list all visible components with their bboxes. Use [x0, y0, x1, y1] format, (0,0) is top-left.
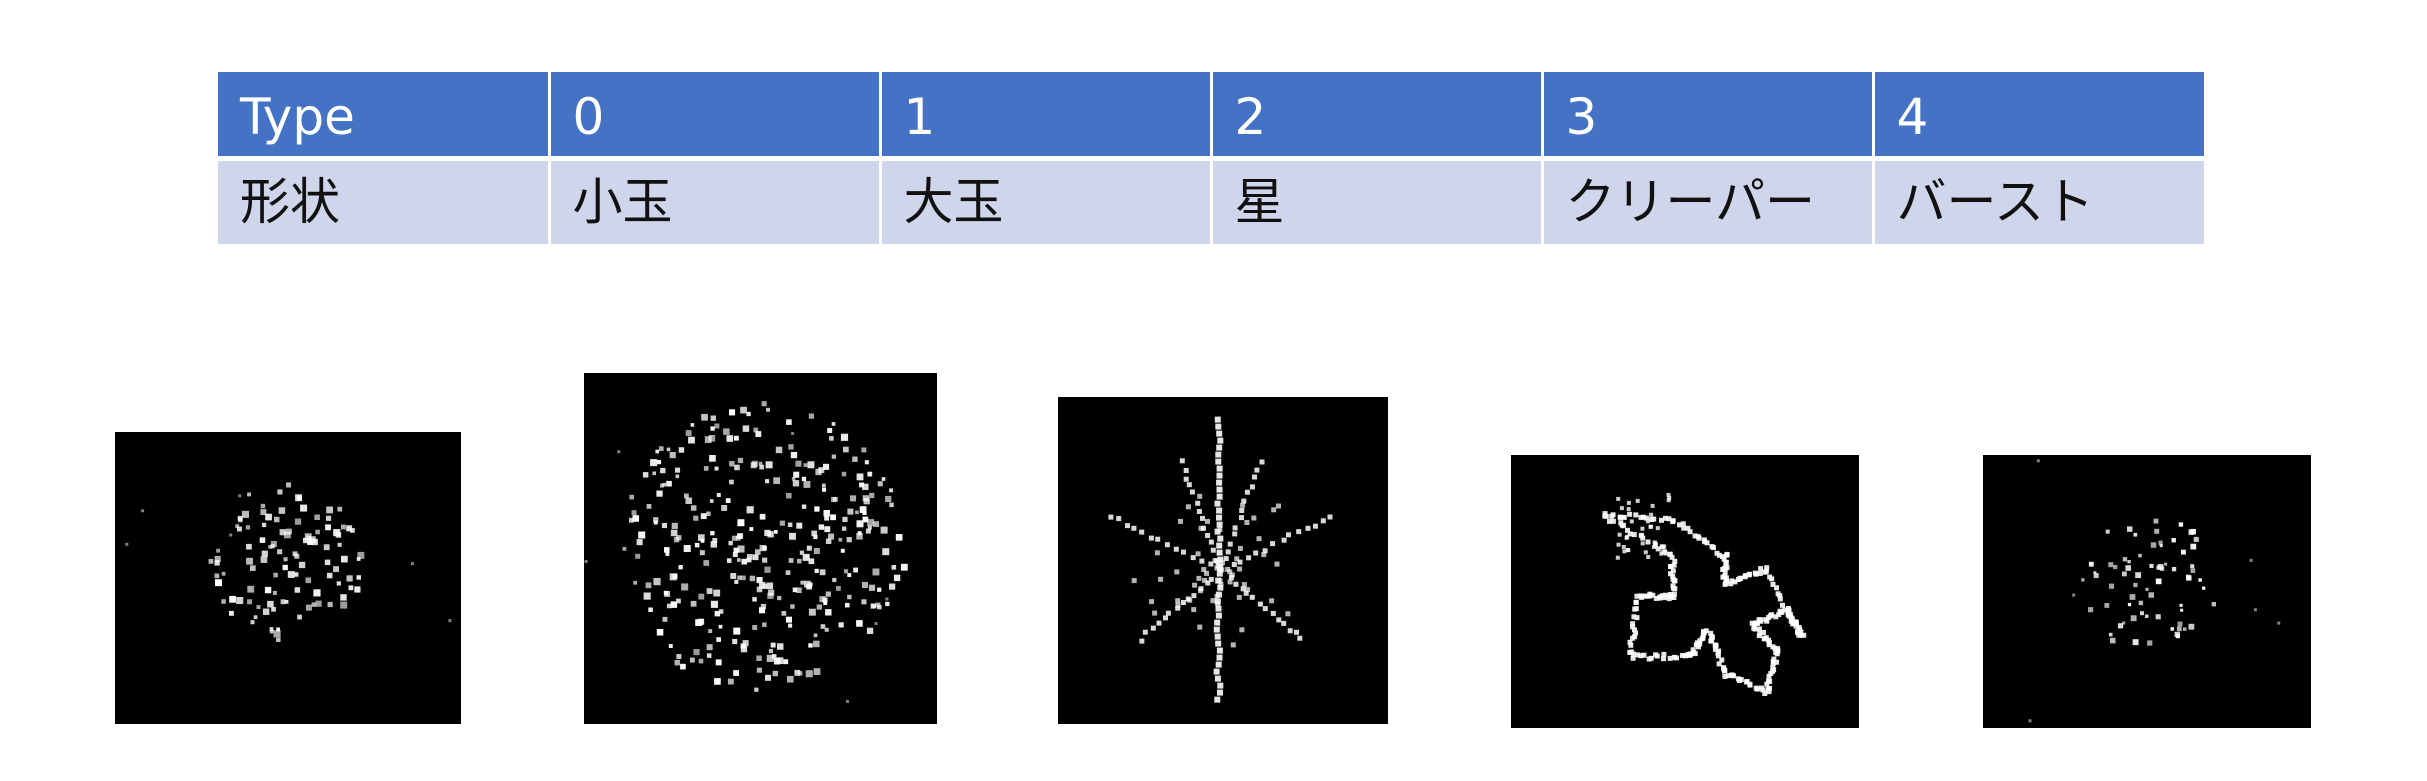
row-cell-shape-1: 大玉	[878, 158, 1213, 244]
firework-particles	[1108, 416, 1333, 703]
firework-image-star	[1058, 397, 1388, 724]
row-cell-label: 形状	[218, 158, 551, 244]
table-header-row: Type 0 1 2 3 4	[218, 72, 2204, 161]
row-cell-shape-4: バースト	[1871, 158, 2204, 244]
firework-type-table: Type 0 1 2 3 4 形状 小玉 大玉 星 クリーパー バースト	[218, 72, 2204, 244]
firework-particles	[125, 482, 452, 643]
firework-particles	[584, 401, 908, 703]
firework-image-creeper	[1511, 455, 1859, 728]
header-cell-type-2: 2	[1209, 72, 1544, 161]
table-shape-row: 形状 小玉 大玉 星 クリーパー バースト	[218, 158, 2204, 244]
row-cell-shape-0: 小玉	[547, 158, 882, 244]
header-cell-label: Type	[218, 72, 551, 161]
header-cell-type-1: 1	[878, 72, 1213, 161]
row-cell-shape-2: 星	[1209, 158, 1544, 244]
firework-particles	[2028, 459, 2281, 723]
header-cell-type-4: 4	[1871, 72, 2204, 161]
row-cell-shape-3: クリーパー	[1540, 158, 1875, 244]
header-cell-type-3: 3	[1540, 72, 1875, 161]
firework-image-large-ball	[584, 373, 937, 724]
firework-image-small-ball	[115, 432, 461, 724]
header-cell-type-0: 0	[547, 72, 882, 161]
firework-image-burst	[1983, 455, 2311, 728]
firework-particles	[1602, 492, 1807, 696]
